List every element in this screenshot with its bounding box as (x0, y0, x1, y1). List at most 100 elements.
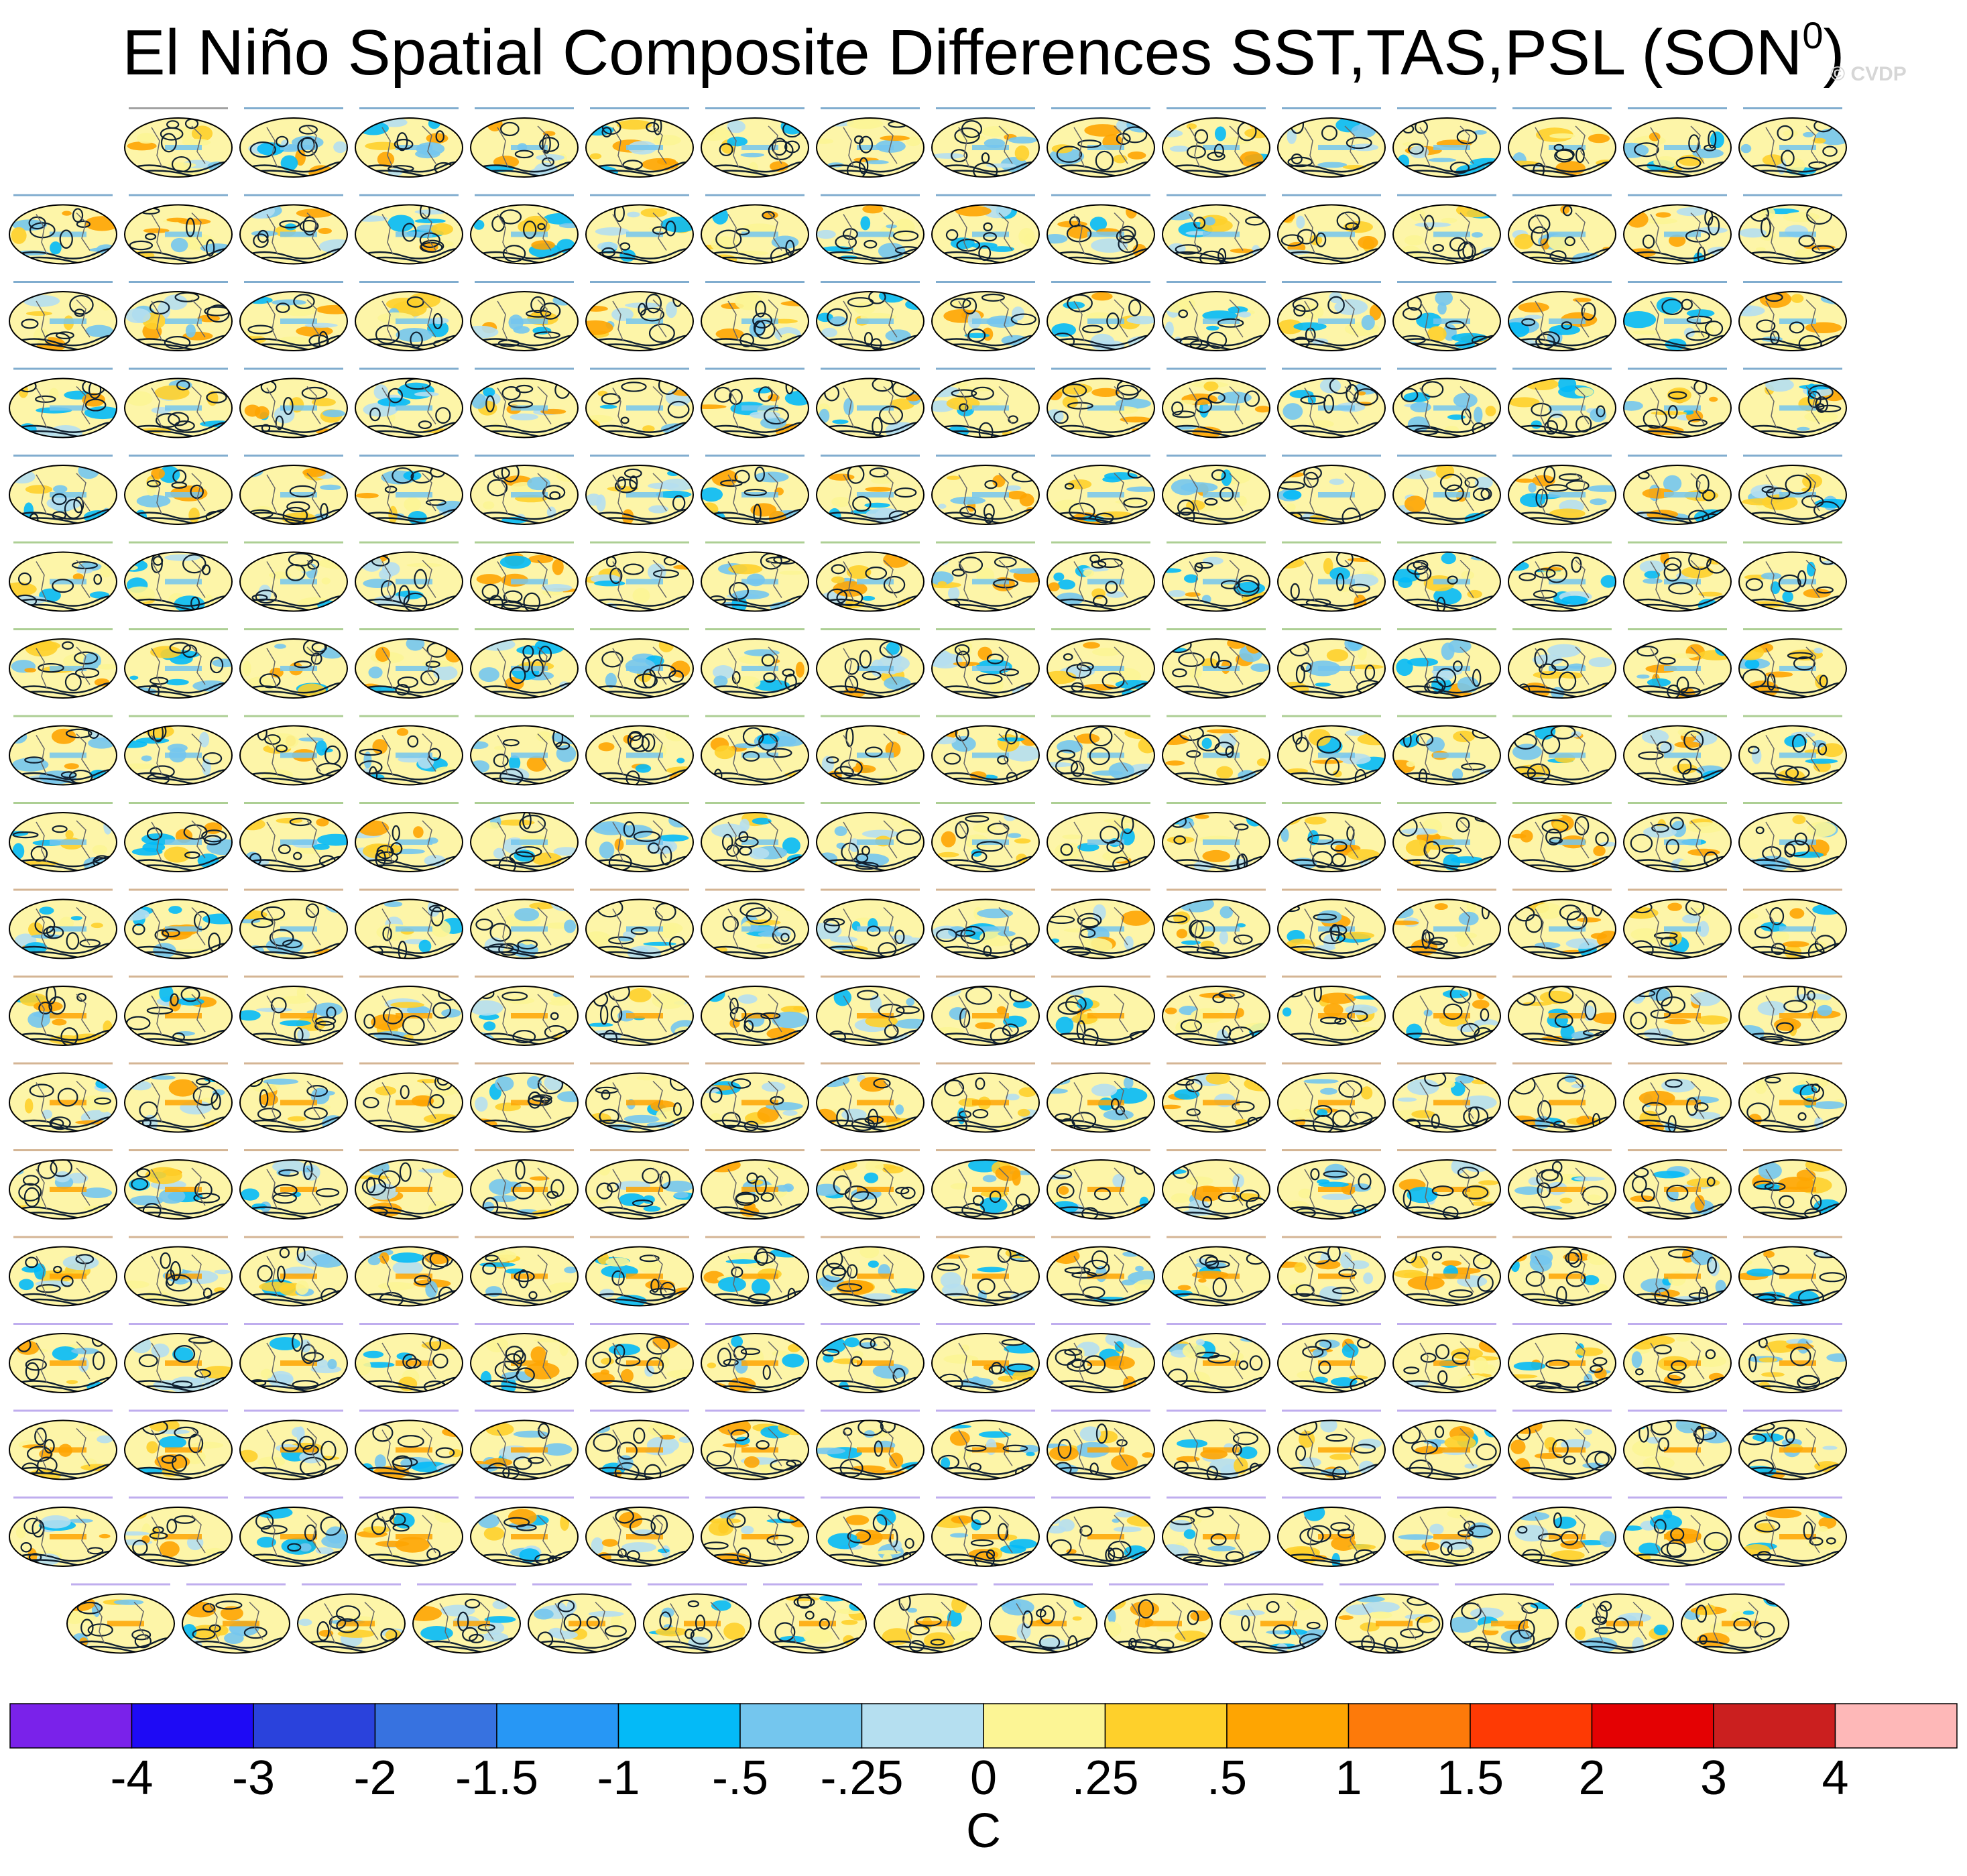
map-panel (701, 194, 809, 265)
panel-label (705, 1497, 804, 1499)
panel-label (1167, 367, 1266, 370)
panel-label (1167, 1062, 1266, 1065)
panel-label (1167, 1149, 1266, 1151)
panel-label (475, 1062, 574, 1065)
panel-label (1167, 1497, 1266, 1499)
panel-label (13, 1062, 113, 1065)
panel-label (590, 1236, 689, 1238)
panel-label (1282, 1497, 1381, 1499)
panel-label (13, 194, 113, 196)
panel-label (1512, 1062, 1612, 1065)
panel-label (359, 541, 459, 544)
panel-label (1512, 1236, 1612, 1238)
panel-label (129, 976, 228, 978)
panel-label (821, 1323, 920, 1325)
map-panel (931, 281, 1040, 351)
map-panel (1277, 888, 1386, 959)
panel-grid (9, 107, 1847, 1654)
panel-label (1628, 1323, 1727, 1325)
map-panel (874, 1583, 982, 1654)
map-panel (701, 1236, 809, 1307)
map-panel (931, 1409, 1040, 1480)
panel-label (1628, 194, 1727, 196)
map-panel (239, 976, 348, 1046)
panel-label (705, 715, 804, 717)
panel-label (475, 541, 574, 544)
map-panel (1738, 541, 1847, 612)
map-panel (470, 541, 579, 612)
panel-label (129, 628, 228, 630)
panel-label (936, 367, 1035, 370)
map-panel (701, 1062, 809, 1133)
map-panel (816, 1149, 925, 1220)
panel-label (1167, 1409, 1266, 1412)
map-panel (1623, 194, 1732, 265)
panel-label (359, 194, 459, 196)
map-panel (470, 455, 579, 525)
map-panel (1047, 1236, 1155, 1307)
map-panel (9, 1236, 117, 1307)
map-panel (1623, 715, 1732, 786)
panel-label (244, 107, 343, 109)
map-panel (124, 1062, 233, 1133)
map-panel (1738, 1149, 1847, 1220)
panel-label (590, 194, 689, 196)
panel-label (1628, 1236, 1727, 1238)
panel-label (821, 628, 920, 630)
panel-label (1167, 281, 1266, 283)
panel-label (359, 1323, 459, 1325)
colorbar-tick-label: 3 (1700, 1751, 1727, 1804)
map-panel (816, 1409, 925, 1480)
panel-label (244, 1062, 343, 1065)
map-panel (9, 281, 117, 351)
map-panel (1047, 715, 1155, 786)
title-text: El Niño Spatial Composite Differences SS… (122, 17, 1803, 89)
panel-label (244, 628, 343, 630)
panel-label (1167, 1236, 1266, 1238)
map-panel (1623, 107, 1732, 178)
panel-label (1628, 976, 1727, 978)
panel-label (1051, 1497, 1150, 1499)
panel-label (359, 888, 459, 891)
panel-label (590, 1323, 689, 1325)
panel-label (475, 107, 574, 109)
map-panel (701, 1149, 809, 1220)
panel-label (1512, 541, 1612, 544)
panel-label (13, 976, 113, 978)
map-panel (1162, 715, 1270, 786)
panel-label (1512, 802, 1612, 804)
panel-label (1167, 1323, 1266, 1325)
map-panel (1508, 194, 1616, 265)
colorbar-box (9, 1703, 133, 1749)
map-panel (585, 976, 694, 1046)
map-panel (355, 1497, 463, 1567)
map-panel (124, 541, 233, 612)
map-panel (1219, 1583, 1328, 1654)
map-panel (1623, 455, 1732, 525)
panel-label (359, 367, 459, 370)
colorbar-box (496, 1703, 619, 1749)
map-panel (1565, 1583, 1674, 1654)
colorbar-tick-label: 1.5 (1437, 1751, 1504, 1804)
map-panel (816, 455, 925, 525)
panel-label (1051, 1323, 1150, 1325)
map-panel (585, 628, 694, 699)
map-panel (1162, 1062, 1270, 1133)
map-panel (931, 367, 1040, 438)
panel-label (1397, 1149, 1496, 1151)
map-panel (701, 107, 809, 178)
panel-label (590, 281, 689, 283)
panel-label (1051, 715, 1150, 717)
map-panel (355, 455, 463, 525)
panel-label (1397, 455, 1496, 457)
map-panel (239, 1062, 348, 1133)
panel-label (244, 715, 343, 717)
panel-label (13, 281, 113, 283)
map-panel (1392, 628, 1501, 699)
panel-label (1628, 1497, 1727, 1499)
panel-label (13, 888, 113, 891)
panel-label (1051, 1236, 1150, 1238)
map-panel (239, 367, 348, 438)
map-panel (1047, 976, 1155, 1046)
map-panel (9, 1062, 117, 1133)
